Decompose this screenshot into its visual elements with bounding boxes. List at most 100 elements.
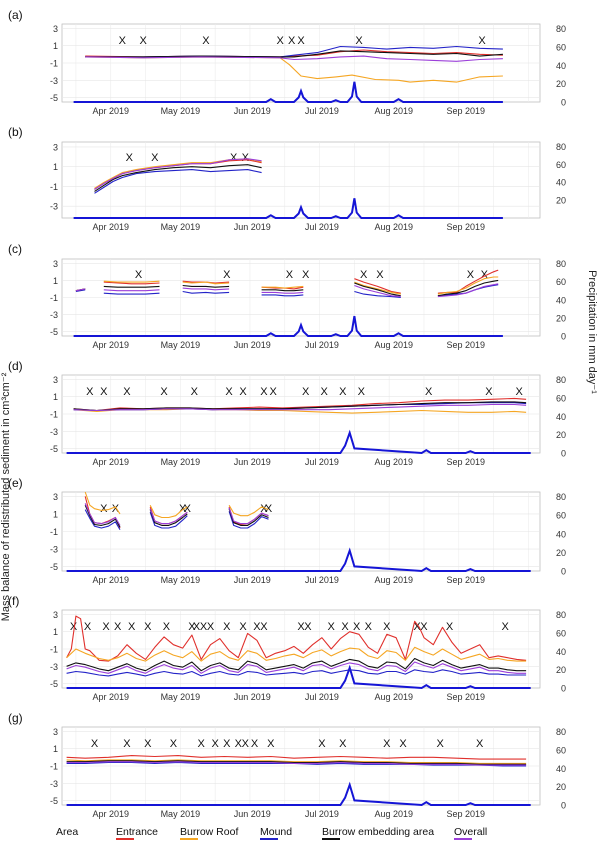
panel-g-event-marker: X — [476, 738, 484, 750]
panel-f-event-marker: X — [200, 621, 208, 633]
panel-a-y-tick-right: 60 — [556, 42, 566, 52]
panel-f-y-tick-right: 80 — [556, 610, 566, 620]
legend-label-entrance: Entrance — [116, 826, 159, 838]
panel-c-event-marker: X — [223, 269, 231, 281]
panel-d-event-marker: X — [123, 386, 131, 398]
panel-e-y-tick-left: -1 — [50, 527, 58, 537]
panel-f-event-marker: X — [163, 621, 171, 633]
panel-d-y-tick-right: 40 — [556, 412, 566, 422]
panel-a-event-marker: X — [140, 35, 148, 47]
panel-b-event-marker: X — [242, 152, 250, 164]
panel-f-event-marker: X — [207, 621, 215, 633]
panel-d-y-tick-right: 80 — [556, 375, 566, 385]
panel-b-y-tick-left: 3 — [53, 142, 58, 152]
legend-title: Area — [56, 826, 79, 838]
panel-c-y-tick-right: 40 — [556, 295, 566, 305]
panel-b-x-tick-label: Apr 2019 — [92, 222, 129, 232]
panel-g-event-marker: X — [399, 738, 407, 750]
panel-f-series-burrow-embedding-area — [66, 657, 527, 672]
panel-f-y-tick-right: 0 — [561, 684, 566, 694]
panel-d-y-tick-right: 0 — [561, 449, 566, 459]
panel-c-y-tick-right: 80 — [556, 259, 566, 269]
panel-a-x-tick-label: Jun 2019 — [234, 106, 271, 116]
panel-f-y-tick-left: -5 — [50, 679, 58, 689]
panel-f-event-marker: X — [304, 621, 312, 633]
panel-d-y-tick-left: -5 — [50, 444, 58, 454]
panel-b-series-overall — [94, 158, 262, 190]
legend: Area Entrance Burrow Roof Mound Burrow e… — [56, 826, 596, 842]
panel-e-y-tick-right: 40 — [556, 529, 566, 539]
panel-g-series-overall — [66, 761, 527, 766]
panel-c-event-marker: X — [302, 269, 310, 281]
panel-a-y-tick-right: 80 — [556, 24, 566, 34]
panel-d-y-tick-left: -3 — [50, 427, 58, 437]
panel-g-series-entrance — [66, 755, 527, 760]
panel-f-y-tick-left: -1 — [50, 645, 58, 655]
panel-a-y-tick-left: -5 — [50, 93, 58, 103]
panel-g-y-tick-right: 60 — [556, 745, 566, 755]
panel-g-series-burrow-embedding-area — [66, 760, 527, 765]
panel-d-event-marker: X — [358, 386, 366, 398]
panel-d-x-tick-label: May 2019 — [161, 457, 201, 467]
panel-a-x-tick-label: May 2019 — [161, 106, 201, 116]
panel-d-precipitation-line — [66, 429, 531, 455]
panel-g-y-tick-left: 3 — [53, 727, 58, 737]
panel-g-y-tick-right: 0 — [561, 801, 566, 811]
panel-c-y-tick-right: 60 — [556, 277, 566, 287]
panel-f-event-marker: X — [341, 621, 349, 633]
panel-c-event-marker: X — [467, 269, 475, 281]
panel-e-series-burrow-embedding-area — [84, 504, 269, 528]
panel-g-event-marker: X — [170, 738, 178, 750]
panel-a-event-marker: X — [355, 35, 363, 47]
panel-b-precipitation-line — [73, 198, 503, 219]
panel-f-y-tick-left: 1 — [53, 627, 58, 637]
panel-d-event-marker: X — [225, 386, 233, 398]
panel-e-x-tick-label: Apr 2019 — [92, 575, 129, 585]
panel-f-series-mound — [66, 669, 527, 677]
panel-g-precipitation-line — [66, 781, 531, 807]
panel-b-event-marker: X — [230, 152, 238, 164]
panel-g-event-marker: X — [242, 738, 250, 750]
panel-g-event-marker: X — [251, 738, 259, 750]
panel-d-event-marker: X — [160, 386, 168, 398]
panel-b-series-burrow-embedding-area — [94, 164, 262, 192]
panel-g-y-tick-left: -3 — [50, 779, 58, 789]
panel-d-y-tick-right: 60 — [556, 393, 566, 403]
panel-d: (d) 3 1 -1 -3 -5 80 60 40 20 0 Apr 2019 May 2019 Jun … — [8, 359, 566, 467]
panel-d-event-marker: X — [321, 386, 329, 398]
panel-f-event-marker: X — [502, 621, 510, 633]
panel-f-event-marker: X — [144, 621, 152, 633]
panel-g-series-burrow-roof — [66, 759, 527, 764]
panel-g-y-tick-left: -1 — [50, 762, 58, 772]
panel-b-series-mound — [94, 169, 262, 194]
panel-d-event-marker: X — [269, 386, 277, 398]
panel-d-event-marker: X — [100, 386, 108, 398]
panel-e-x-tick-label: Sep 2019 — [446, 575, 485, 585]
panel-d-event-marker: X — [302, 386, 310, 398]
panel-c-event-marker: X — [376, 269, 384, 281]
panel-c-series-overall — [75, 283, 499, 298]
y-axis-left-label: Mass balance of redistributed sediment i… — [0, 372, 12, 622]
panel-a-event-marker: X — [297, 35, 305, 47]
panel-a-y-tick-right: 0 — [561, 98, 566, 108]
panel-d-y-tick-left: 1 — [53, 392, 58, 402]
panel-a-event-marker: X — [288, 35, 296, 47]
panel-a-series-overall — [85, 55, 503, 62]
panel-a-y-tick-right: 40 — [556, 61, 566, 71]
panel-f-y-tick-right: 40 — [556, 647, 566, 657]
panel-b-y-tick-right: 20 — [556, 196, 566, 206]
panel-e-y-tick-right: 0 — [561, 567, 566, 577]
panel-d-event-marker: X — [260, 386, 268, 398]
panel-c-event-marker: X — [360, 269, 368, 281]
panel-f-event-marker: X — [383, 621, 391, 633]
panel-f-event-marker: X — [239, 621, 247, 633]
panel-e-event-marker: X — [112, 503, 120, 515]
panel-c-y-tick-left: -1 — [50, 293, 58, 303]
panel-e-y-tick-left: 3 — [53, 492, 58, 502]
panel-c-label: (c) — [8, 242, 22, 256]
legend-swatch-burrow-embedding-area — [322, 838, 340, 840]
panel-f-event-marker: X — [253, 621, 261, 633]
panel-e-y-tick-right: 80 — [556, 492, 566, 502]
panel-c-x-tick-label: Jul 2019 — [305, 340, 339, 350]
panel-f-y-tick-left: -3 — [50, 662, 58, 672]
